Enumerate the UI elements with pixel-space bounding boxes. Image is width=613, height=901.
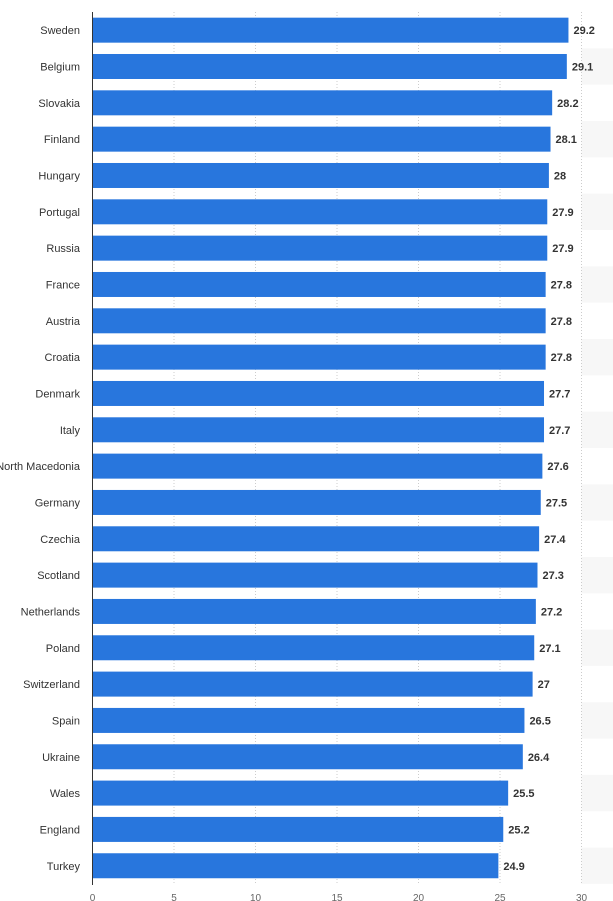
value-label: 27.8: [551, 279, 572, 291]
row-band: [581, 48, 613, 85]
bar: [92, 235, 548, 261]
bar: [92, 816, 504, 842]
bar: [92, 671, 533, 697]
category-label: England: [40, 824, 80, 836]
value-label: 27.2: [541, 606, 562, 618]
bar: [92, 126, 551, 152]
value-label: 27.9: [552, 243, 573, 255]
row-band: [581, 266, 613, 303]
bar: [92, 17, 569, 43]
bar: [92, 707, 525, 733]
row-band: [581, 193, 613, 230]
bar: [92, 489, 541, 515]
bar: [92, 380, 545, 406]
category-label: Switzerland: [23, 679, 80, 691]
category-label: Russia: [46, 243, 81, 255]
value-label: 27.7: [549, 388, 570, 400]
bar: [92, 90, 553, 116]
row-band: [581, 120, 613, 158]
row-band: [581, 484, 613, 521]
row-band: [581, 774, 613, 812]
category-label: North Macedonia: [0, 461, 81, 473]
value-labels: 29.2 29.1 28.2 28.1 28 27.9 27.9 27.8 27.8 27.8 27…: [503, 25, 595, 873]
bar: [92, 853, 499, 879]
value-label: 26.5: [529, 715, 550, 727]
x-tick-label: 20: [413, 893, 425, 901]
value-label: 27.7: [549, 425, 570, 437]
value-label: 29.1: [572, 61, 593, 73]
value-label: 26.4: [528, 752, 550, 764]
bar: [92, 780, 509, 806]
row-bands: [581, 48, 613, 884]
bar: [92, 526, 540, 552]
x-tick-label: 15: [331, 893, 343, 901]
row-band: [581, 338, 613, 376]
value-label: 27.8: [551, 316, 572, 328]
bar: [92, 344, 546, 370]
bar: [92, 453, 543, 479]
row-band: [581, 629, 613, 666]
category-label: Germany: [35, 497, 81, 509]
row-band: [581, 847, 613, 884]
value-label: 27.6: [547, 461, 568, 473]
value-label: 27.9: [552, 207, 573, 219]
category-label: Sweden: [40, 25, 80, 37]
category-labels: Sweden Belgium Slovakia Finland Hungary Portu…: [0, 25, 81, 873]
x-tick-label: 30: [576, 893, 588, 901]
value-label: 27: [538, 679, 550, 691]
value-label: 28.2: [557, 98, 578, 110]
value-label: 25.2: [508, 824, 529, 836]
value-label: 27.5: [546, 497, 567, 509]
bar: [92, 199, 548, 225]
bar: [92, 744, 523, 770]
x-tick-label: 5: [171, 893, 177, 901]
x-tick-label: 10: [250, 893, 262, 901]
x-axis-ticks: 0 5 10 15 20 25 30: [90, 893, 588, 901]
bar: [92, 271, 546, 297]
value-label: 27.1: [539, 643, 560, 655]
bar: [92, 635, 535, 661]
category-label: Portugal: [39, 207, 80, 219]
category-label: Finland: [44, 134, 80, 146]
category-label: Hungary: [38, 170, 80, 182]
value-label: 28: [554, 170, 566, 182]
row-band: [581, 411, 613, 448]
category-label: Slovakia: [38, 98, 80, 110]
bar: [92, 308, 546, 334]
bar: [92, 417, 545, 443]
category-label: Italy: [60, 425, 81, 437]
bar: [92, 162, 549, 188]
category-label: Denmark: [35, 388, 80, 400]
x-tick-label: 0: [90, 893, 96, 901]
x-tick-label: 25: [494, 893, 506, 901]
row-band: [581, 556, 613, 594]
category-label: Austria: [46, 316, 81, 328]
value-label: 29.2: [573, 25, 594, 37]
category-label: Spain: [52, 715, 80, 727]
bars: [92, 17, 569, 879]
bar: [92, 598, 536, 624]
value-label: 27.4: [544, 534, 566, 546]
row-band: [581, 702, 613, 739]
bar: [92, 562, 538, 588]
category-label: Ukraine: [42, 752, 80, 764]
value-label: 25.5: [513, 788, 534, 800]
bar: [92, 53, 567, 79]
category-label: Belgium: [40, 61, 80, 73]
category-label: Wales: [50, 788, 81, 800]
value-label: 24.9: [503, 861, 524, 873]
category-label: Netherlands: [21, 606, 81, 618]
category-label: Turkey: [47, 861, 81, 873]
value-label: 28.1: [556, 134, 577, 146]
category-label: France: [46, 279, 80, 291]
category-label: Czechia: [40, 534, 81, 546]
value-label: 27.8: [551, 352, 572, 364]
category-label: Croatia: [45, 352, 81, 364]
category-label: Poland: [46, 643, 80, 655]
value-label: 27.3: [542, 570, 563, 582]
category-label: Scotland: [37, 570, 80, 582]
